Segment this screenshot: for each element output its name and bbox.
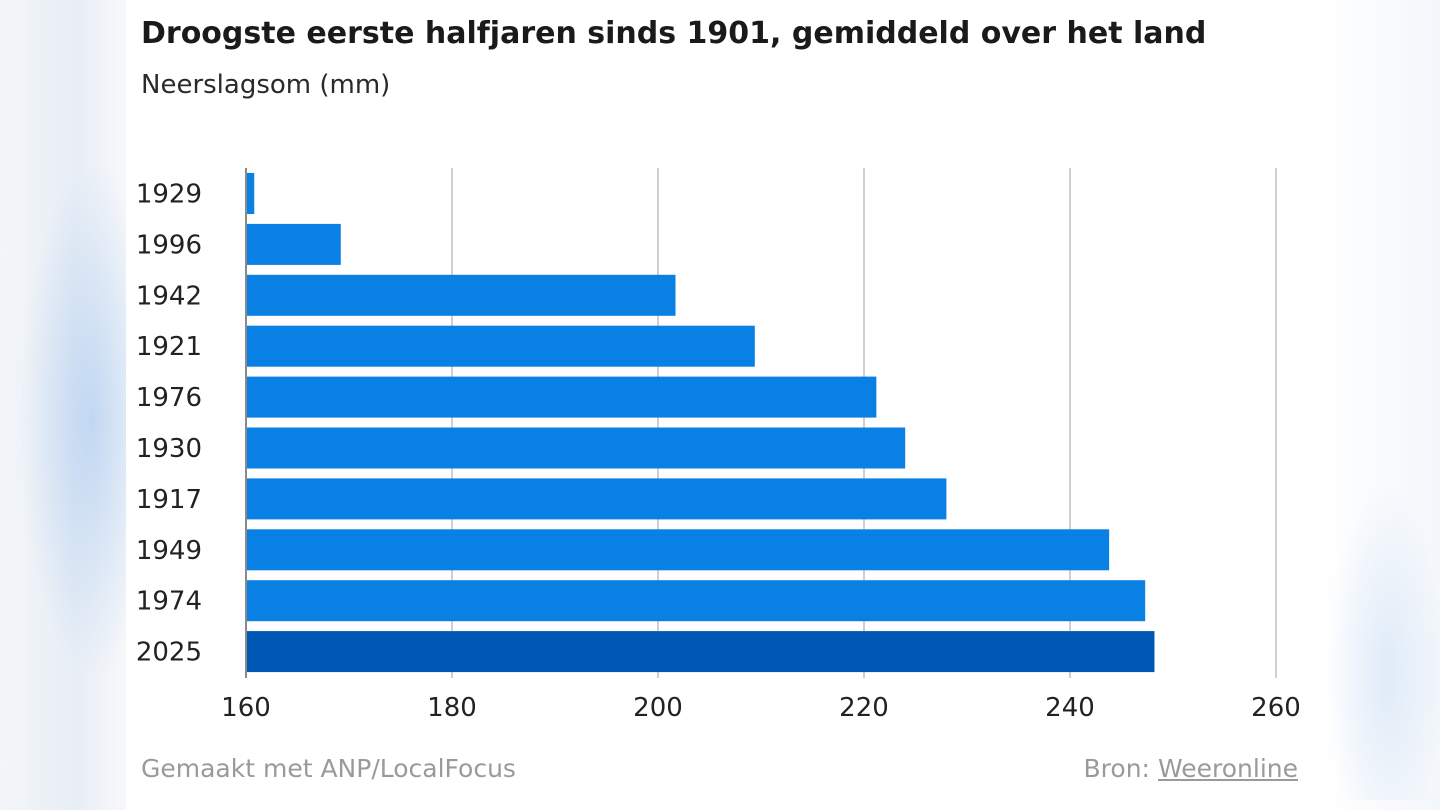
bar-1996: [246, 223, 341, 265]
x-tick-label-260: 260: [1251, 693, 1301, 723]
source-credit: Bron: Weeronline: [1084, 754, 1298, 783]
category-label-1921: 1921: [136, 332, 202, 362]
category-label-2025: 2025: [136, 638, 202, 668]
category-label-1976: 1976: [136, 383, 202, 413]
x-tick-label-200: 200: [633, 693, 683, 723]
bar-1942: [246, 274, 676, 316]
x-tick-label-220: 220: [839, 693, 889, 723]
x-tick-label-240: 240: [1045, 693, 1095, 723]
bar-1929: [246, 173, 255, 214]
source-link[interactable]: Weeronline: [1157, 754, 1298, 783]
x-tick-label-160: 160: [221, 693, 271, 723]
bar-1949: [246, 529, 1110, 571]
bar-1921: [246, 325, 755, 367]
bar-1930: [246, 427, 906, 469]
x-tick-label-180: 180: [427, 693, 477, 723]
category-label-1917: 1917: [136, 485, 202, 515]
category-label-1942: 1942: [136, 281, 202, 311]
made-with-credit: Gemaakt met ANP/LocalFocus: [141, 754, 516, 783]
background-right-blur: [1316, 0, 1440, 810]
source-label: Bron:: [1083, 754, 1150, 783]
bar-1917: [246, 478, 947, 520]
category-label-1929: 1929: [136, 180, 202, 210]
bar-2025: [246, 631, 1155, 673]
category-label-1974: 1974: [136, 587, 202, 617]
chart-subtitle: Neerslagsom (mm): [141, 70, 391, 100]
bar-1974: [246, 580, 1146, 622]
category-label-1930: 1930: [136, 434, 202, 464]
category-label-1949: 1949: [136, 536, 202, 566]
chart-title: Droogste eerste halfjaren sinds 1901, ge…: [141, 16, 1207, 51]
category-label-1996: 1996: [136, 230, 202, 260]
background-left-blur: [0, 0, 140, 810]
bar-1976: [246, 376, 877, 418]
